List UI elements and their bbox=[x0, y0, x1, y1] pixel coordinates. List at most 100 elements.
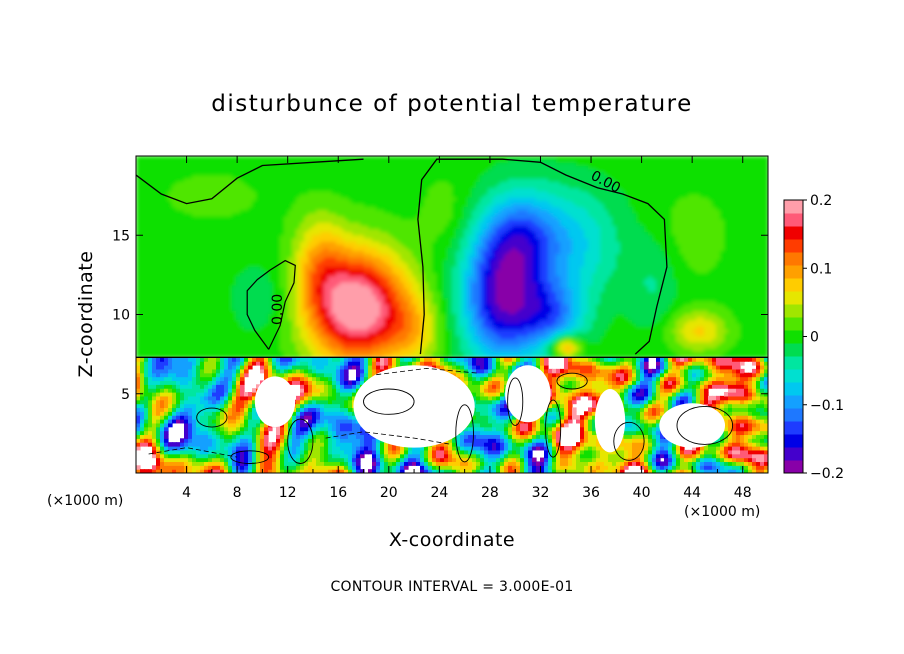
field-cell bbox=[216, 272, 221, 277]
field-cell bbox=[240, 228, 245, 233]
field-cell bbox=[236, 178, 241, 182]
field-cell bbox=[336, 332, 341, 336]
field-cell bbox=[228, 174, 233, 179]
field-cell bbox=[280, 203, 285, 208]
field-cell bbox=[264, 306, 269, 311]
field-cell bbox=[208, 165, 213, 170]
field-cell bbox=[332, 215, 337, 220]
field-cell bbox=[184, 162, 189, 167]
field-cell bbox=[136, 354, 141, 358]
field-cell bbox=[308, 256, 313, 261]
field-cell bbox=[264, 341, 269, 346]
field-cell bbox=[188, 162, 193, 167]
field-cell bbox=[204, 187, 209, 192]
field-cell bbox=[292, 341, 297, 346]
field-cell bbox=[316, 196, 321, 201]
field-cell bbox=[240, 328, 245, 333]
field-cell bbox=[324, 335, 329, 340]
field-cell bbox=[412, 156, 417, 160]
field-cell bbox=[160, 266, 165, 270]
field-cell bbox=[276, 206, 281, 211]
field-cell bbox=[272, 262, 277, 267]
field-cell bbox=[324, 168, 329, 173]
field-cell bbox=[152, 300, 157, 305]
field-cell bbox=[292, 347, 297, 352]
field-cell bbox=[216, 196, 221, 201]
field-cell bbox=[192, 184, 197, 189]
field-cell bbox=[140, 187, 145, 192]
field-cell bbox=[160, 203, 165, 208]
field-cell bbox=[340, 347, 345, 352]
field-cell bbox=[252, 310, 257, 314]
field-cell bbox=[324, 322, 329, 327]
field-cell bbox=[304, 228, 309, 233]
field-cell bbox=[272, 244, 277, 248]
field-cell bbox=[204, 303, 209, 308]
field-cell bbox=[324, 319, 329, 324]
field-cell bbox=[216, 240, 221, 245]
field-cell bbox=[200, 253, 205, 258]
field-cell bbox=[176, 325, 181, 330]
field-cell bbox=[148, 178, 153, 182]
field-cell bbox=[300, 278, 305, 283]
field-cell bbox=[212, 338, 217, 343]
field-cell bbox=[276, 237, 281, 242]
field-cell bbox=[244, 332, 249, 336]
field-cell bbox=[224, 203, 229, 208]
field-cell bbox=[292, 181, 297, 186]
field-cell bbox=[284, 335, 289, 340]
field-cell bbox=[200, 341, 205, 346]
field-cell bbox=[236, 231, 241, 236]
field-cell bbox=[276, 240, 281, 245]
field-cell bbox=[276, 234, 281, 239]
field-cell bbox=[328, 165, 333, 170]
field-cell bbox=[284, 253, 289, 258]
field-cell bbox=[200, 351, 205, 355]
field-cell bbox=[156, 203, 161, 208]
field-cell bbox=[264, 354, 269, 358]
field-cell bbox=[220, 222, 225, 226]
field-cell bbox=[244, 215, 249, 220]
field-cell bbox=[192, 259, 197, 264]
field-cell bbox=[240, 171, 245, 176]
field-cell bbox=[344, 174, 349, 179]
field-cell bbox=[232, 322, 237, 327]
field-cell bbox=[312, 222, 317, 226]
field-cell bbox=[404, 156, 409, 160]
field-cell bbox=[296, 215, 301, 220]
field-cell bbox=[176, 262, 181, 267]
field-cell bbox=[208, 294, 213, 299]
field-cell bbox=[292, 351, 297, 355]
field-cell bbox=[144, 200, 149, 204]
field-cell bbox=[204, 325, 209, 330]
field-cell bbox=[164, 269, 169, 274]
field-cell bbox=[348, 215, 353, 220]
field-cell bbox=[184, 218, 189, 223]
field-cell bbox=[172, 262, 177, 267]
field-cell bbox=[312, 306, 317, 311]
field-cell bbox=[336, 196, 341, 201]
field-cell bbox=[340, 215, 345, 220]
field-cell bbox=[332, 306, 337, 311]
field-cell bbox=[224, 297, 229, 302]
field-cell bbox=[152, 269, 157, 274]
field-cell bbox=[148, 156, 153, 160]
field-cell bbox=[212, 228, 217, 233]
field-cell bbox=[300, 303, 305, 308]
field-cell bbox=[244, 310, 249, 314]
field-cell bbox=[196, 244, 201, 248]
field-cell bbox=[292, 332, 297, 336]
field-cell bbox=[280, 278, 285, 283]
field-cell bbox=[216, 313, 221, 318]
field-cell bbox=[228, 297, 233, 302]
field-cell bbox=[296, 259, 301, 264]
field-cell bbox=[288, 165, 293, 170]
field-cell bbox=[328, 156, 333, 160]
field-cell bbox=[200, 294, 205, 299]
field-cell bbox=[248, 294, 253, 299]
field-cell bbox=[292, 234, 297, 239]
field-cell bbox=[236, 156, 241, 160]
field-cell bbox=[272, 269, 277, 274]
field-cell bbox=[180, 262, 185, 267]
field-cell bbox=[284, 272, 289, 277]
